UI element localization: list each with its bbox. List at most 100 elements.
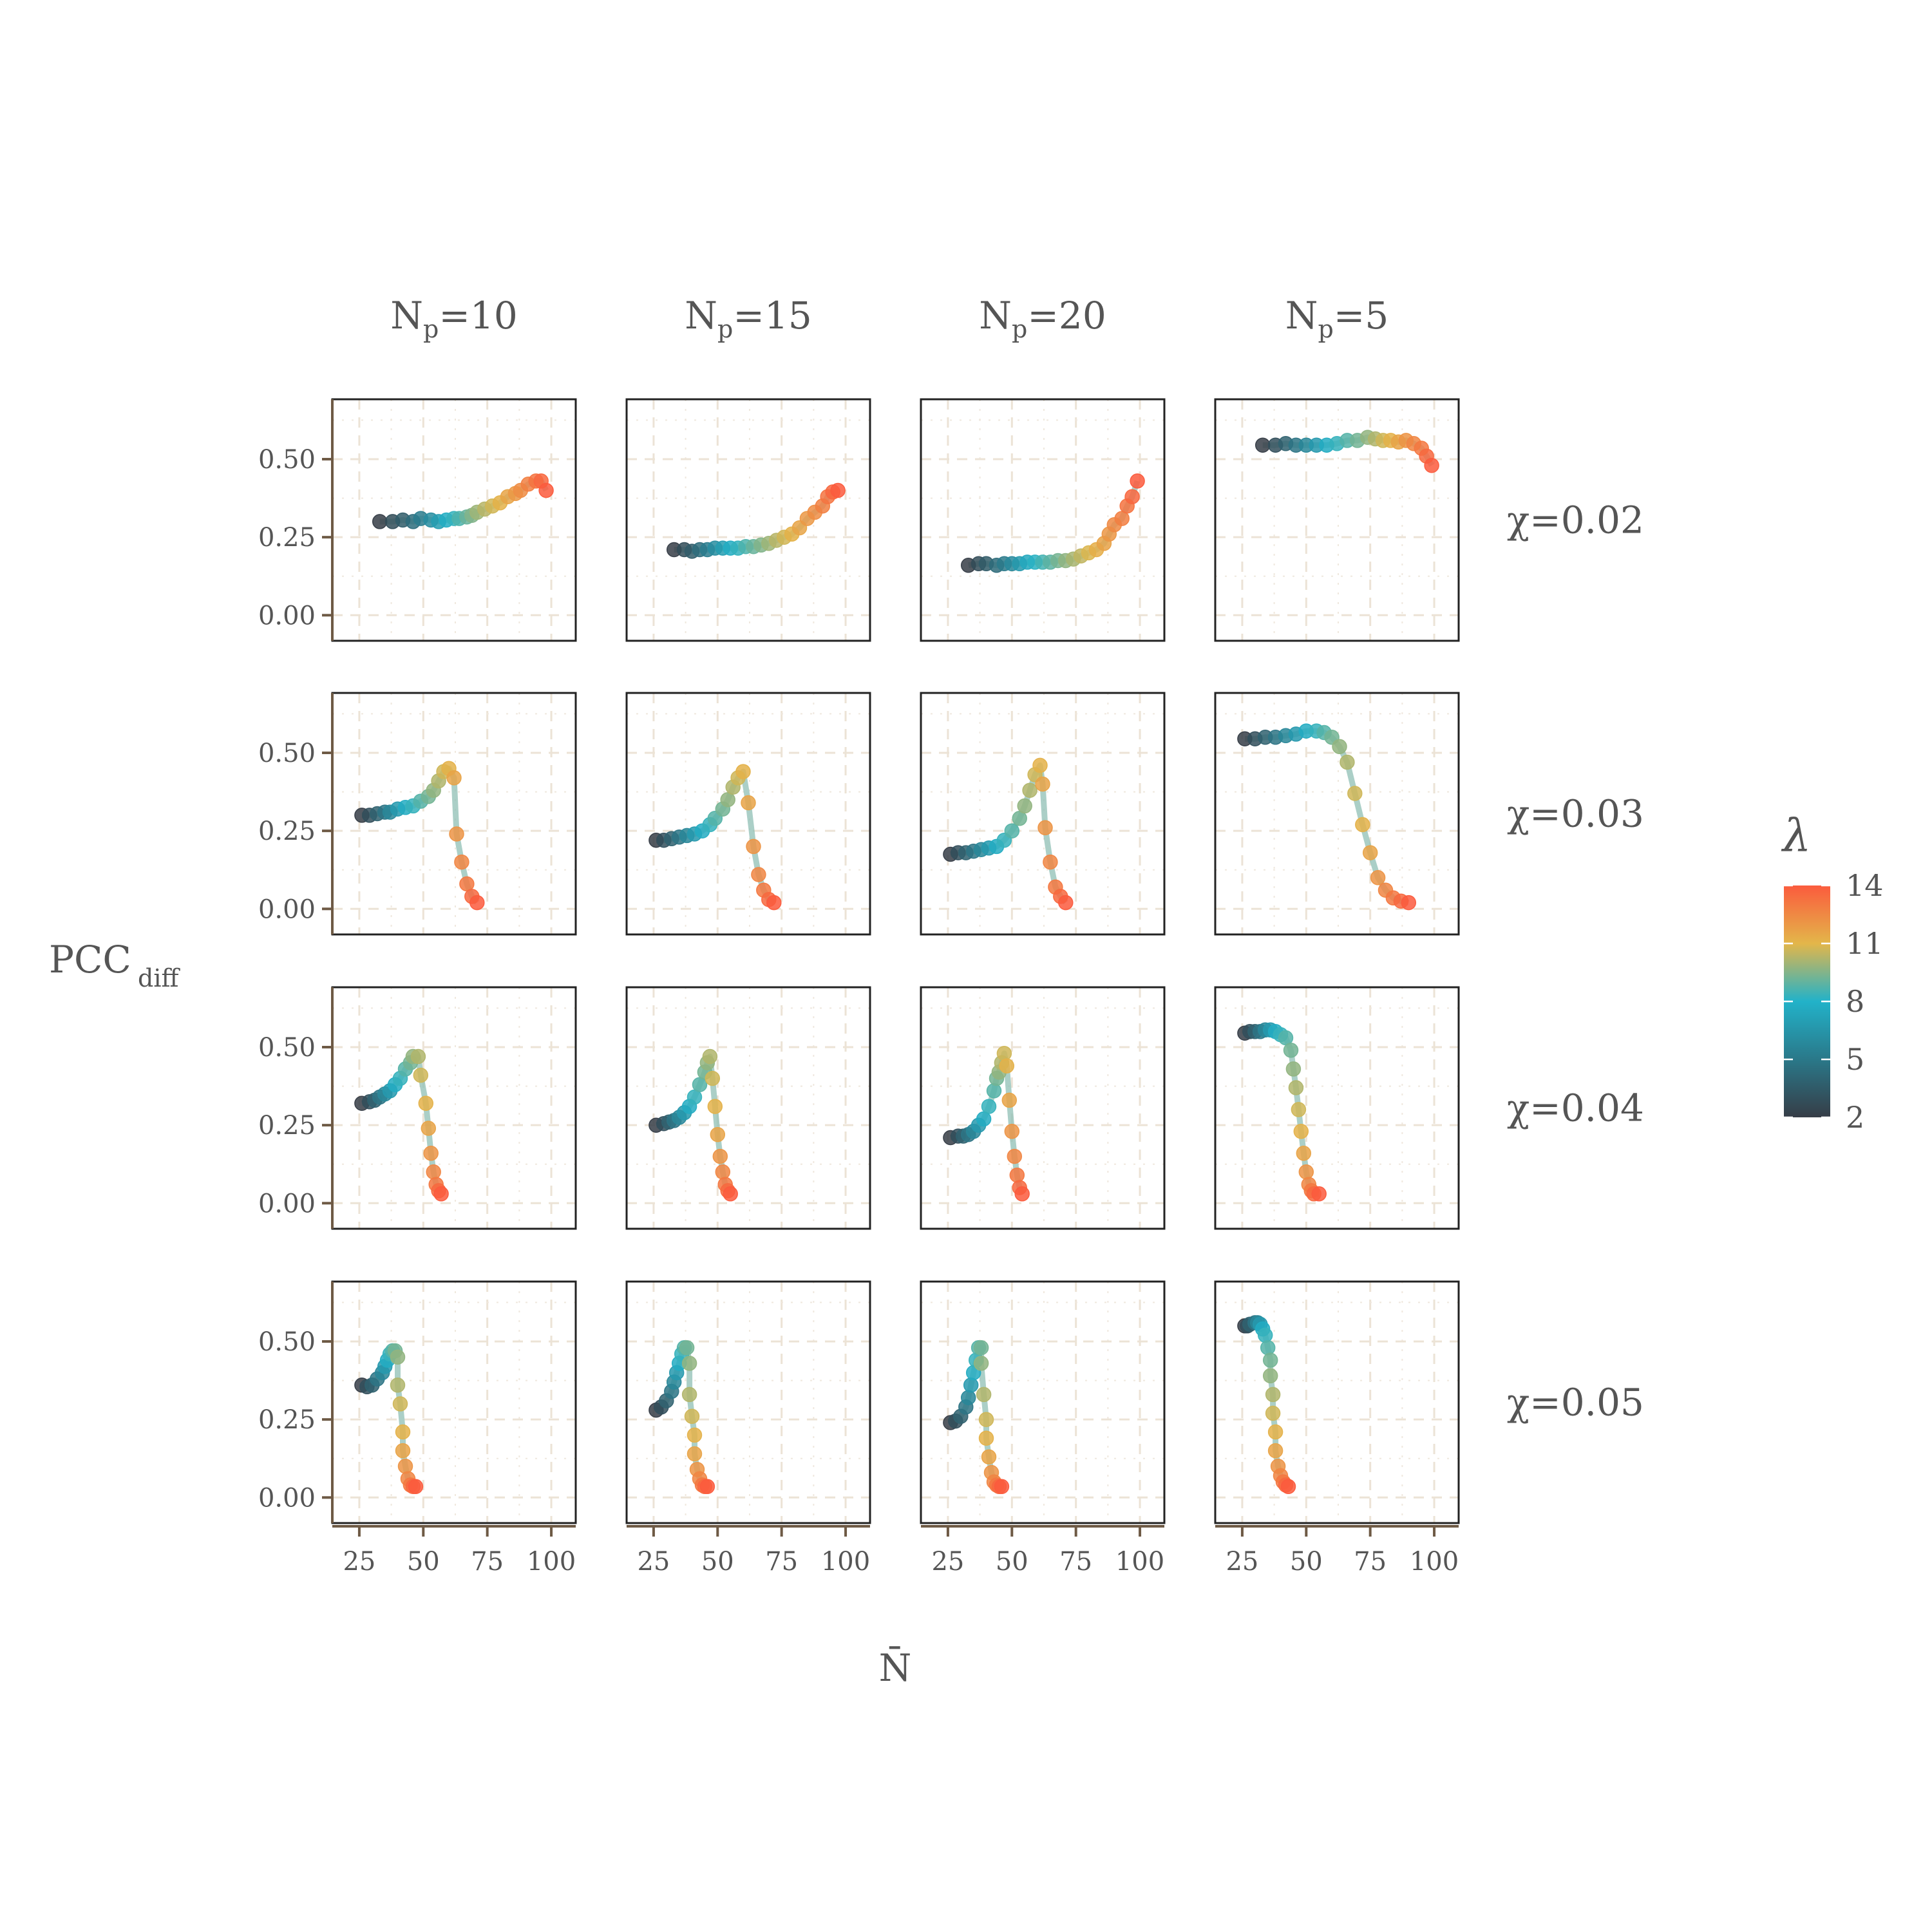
data-point	[1370, 870, 1386, 886]
panel-background	[1215, 399, 1459, 641]
data-point	[978, 1430, 994, 1446]
legend-tick-label: 11	[1846, 926, 1884, 961]
panel-border	[920, 692, 1166, 936]
data-point	[981, 1449, 997, 1465]
panel-r4-c3	[920, 1280, 1166, 1524]
panel-r2-c2	[625, 692, 871, 936]
row-strip-label: χ=0.02	[1507, 498, 1644, 542]
legend-tick-label: 14	[1846, 868, 1884, 903]
data-point	[449, 826, 464, 842]
y-tick-label: 0.50	[258, 1033, 316, 1063]
panel-r1-c2	[625, 398, 871, 642]
panel-border	[625, 692, 871, 936]
data-point	[986, 1083, 1002, 1099]
panel-background	[1215, 987, 1459, 1229]
data-point	[390, 1349, 406, 1365]
y-axis-title-subscript: diff	[138, 964, 180, 992]
data-point	[1001, 1092, 1018, 1108]
panel-border	[625, 398, 871, 642]
data-point	[996, 1045, 1012, 1061]
panel-r3-c2	[625, 986, 871, 1230]
data-point	[413, 1067, 429, 1083]
x-tick-label: 25	[931, 1547, 964, 1577]
data-point	[746, 838, 761, 855]
data-point	[1296, 1146, 1312, 1161]
data-point	[687, 1446, 703, 1462]
column-strip-label: Np=5	[1285, 294, 1389, 343]
legend-tick-label: 2	[1846, 1100, 1864, 1135]
data-point	[994, 1479, 1010, 1495]
panel-background	[627, 399, 870, 641]
data-point	[390, 1378, 406, 1393]
legend-tick-label: 8	[1846, 984, 1864, 1019]
x-axis-title: N̄	[879, 1645, 912, 1690]
data-point	[1280, 1479, 1296, 1495]
data-point	[421, 1121, 437, 1136]
legend-tick-label: 5	[1846, 1042, 1864, 1077]
x-tick-label: 50	[701, 1547, 734, 1577]
data-point	[741, 795, 756, 811]
data-point	[973, 1356, 989, 1371]
data-point	[1009, 1167, 1025, 1183]
y-tick-label: 0.50	[258, 445, 316, 475]
data-point	[715, 1164, 731, 1180]
x-tick-label: 50	[1290, 1547, 1323, 1577]
row-strip-label: χ=0.03	[1507, 792, 1644, 836]
y-axis-title: PCC	[49, 938, 131, 981]
panel-r1-c4	[1214, 398, 1460, 642]
panel-border	[625, 986, 871, 1230]
data-point	[735, 764, 751, 779]
data-point	[1124, 489, 1140, 504]
panel-border	[1214, 986, 1460, 1230]
data-point	[1037, 820, 1053, 836]
data-point	[1022, 782, 1037, 798]
data-point	[1130, 473, 1145, 489]
panel-border	[1214, 398, 1460, 642]
data-point	[1311, 1186, 1327, 1202]
data-point	[538, 482, 554, 498]
data-point	[1017, 798, 1032, 814]
panel-r3-c4	[1214, 986, 1460, 1230]
data-point	[1298, 1164, 1314, 1180]
data-point	[679, 1340, 695, 1356]
panel-r4-c1	[331, 1280, 577, 1524]
x-tick-label: 100	[821, 1547, 870, 1577]
data-point	[1255, 437, 1271, 453]
x-tick-label: 75	[765, 1547, 798, 1577]
column-strip-label: Np=20	[979, 294, 1106, 343]
data-point	[408, 1479, 424, 1495]
panel-border	[920, 986, 1166, 1230]
panel-r3-c1	[331, 986, 577, 1230]
row-strip-label: χ=0.05	[1507, 1381, 1644, 1425]
data-point	[1004, 823, 1020, 838]
data-point	[960, 1390, 976, 1405]
x-tick-label: 100	[527, 1547, 576, 1577]
y-tick-label: 0.50	[258, 739, 316, 768]
data-point	[1267, 1443, 1283, 1459]
data-point	[1004, 1124, 1020, 1139]
data-point	[1043, 854, 1058, 870]
panel-border	[1214, 692, 1460, 936]
column-strip-label: Np=15	[685, 294, 811, 343]
panel-r3-c3	[920, 986, 1166, 1230]
x-tick-label: 50	[996, 1547, 1028, 1577]
data-point	[395, 1443, 411, 1459]
data-point	[410, 1048, 426, 1065]
panel-border	[1214, 1280, 1460, 1524]
row-strip-label: χ=0.04	[1507, 1086, 1644, 1130]
x-tick-label: 75	[1354, 1547, 1387, 1577]
x-tick-label: 50	[407, 1547, 440, 1577]
y-tick-label: 0.00	[258, 1189, 316, 1218]
y-tick-label: 0.00	[258, 1483, 316, 1513]
data-point	[1265, 1405, 1281, 1421]
data-point	[705, 1070, 721, 1086]
panel-background	[332, 1282, 576, 1523]
y-tick-label: 0.50	[258, 1327, 316, 1357]
data-point	[469, 895, 485, 911]
data-point	[751, 867, 766, 882]
data-point	[830, 482, 846, 498]
data-point	[1332, 739, 1347, 755]
data-point	[978, 1412, 994, 1427]
data-point	[1285, 1061, 1302, 1077]
